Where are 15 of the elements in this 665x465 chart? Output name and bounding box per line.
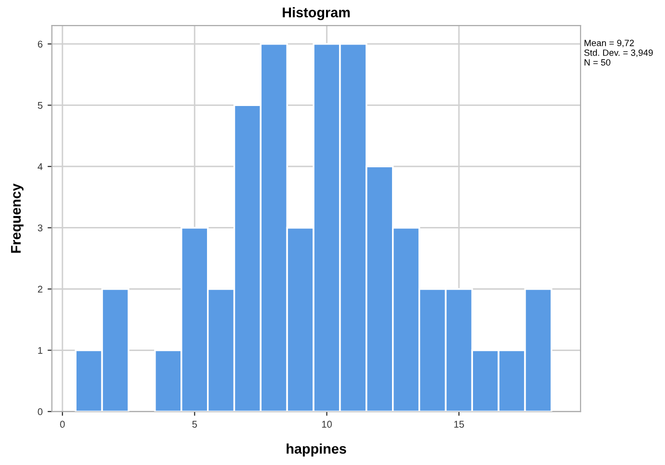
y-tick-label: 2: [38, 286, 42, 293]
y-tick-label: 4: [38, 163, 43, 170]
x-tick-label: 0: [60, 420, 65, 428]
y-tick-label: 1: [38, 347, 42, 354]
y-tick-label: 0: [38, 408, 42, 416]
x-tick-label: 15: [454, 420, 464, 428]
text: Mean = 9,72 Std. Dev. = 3,949 N = 50: [584, 40, 653, 66]
y-tick-label: 6: [38, 40, 42, 48]
y-axis-title: Frequency: [11, 184, 24, 253]
y-tick-label: 5: [38, 102, 42, 109]
chart-title: Histogram: [282, 7, 350, 20]
x-axis-title: happines: [286, 444, 346, 456]
y-tick-label: 3: [38, 224, 42, 232]
x-tick-label: 10: [322, 420, 332, 428]
x-tick-label: 5: [192, 420, 197, 428]
